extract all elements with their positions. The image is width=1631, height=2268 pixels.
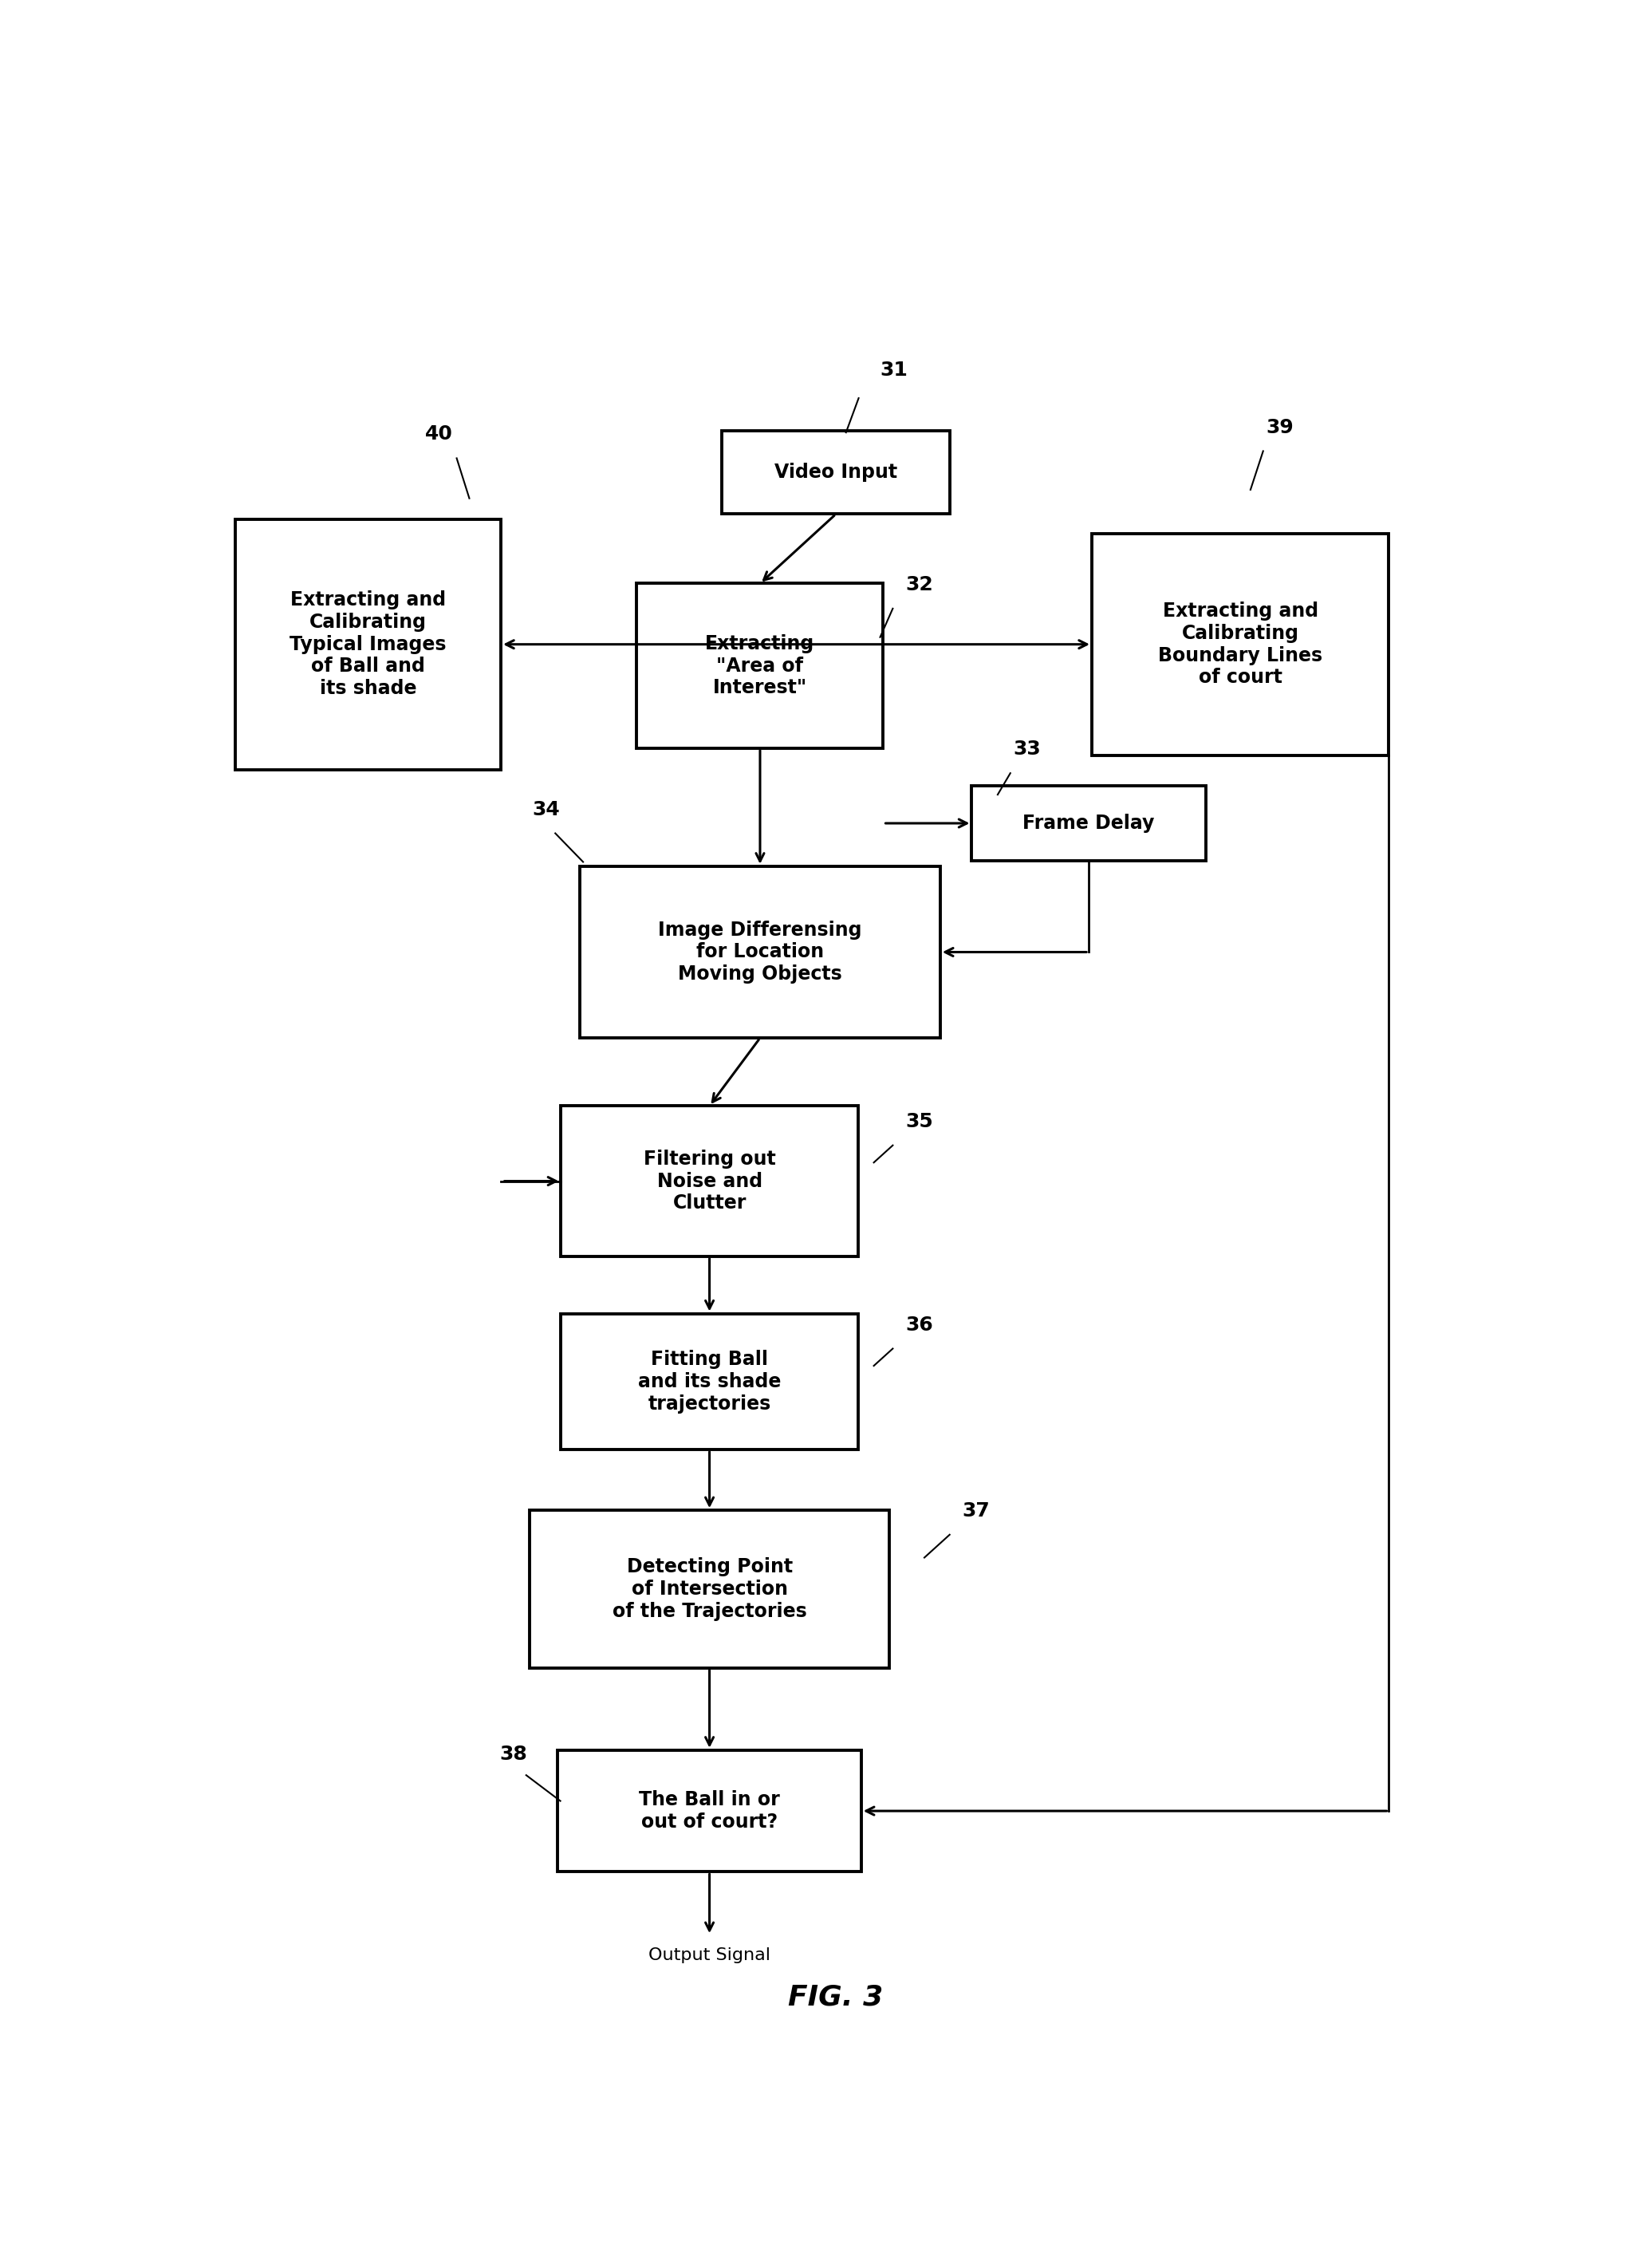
Text: Output Signal: Output Signal [649,1946,770,1962]
Text: FIG. 3: FIG. 3 [788,1984,884,2012]
FancyBboxPatch shape [636,583,884,748]
Text: Extracting and
Calibrating
Typical Images
of Ball and
its shade: Extracting and Calibrating Typical Image… [290,590,447,699]
FancyBboxPatch shape [558,1751,861,1871]
FancyBboxPatch shape [561,1107,858,1256]
FancyBboxPatch shape [723,431,949,515]
Text: 39: 39 [1266,417,1293,438]
FancyBboxPatch shape [581,866,939,1039]
Text: 35: 35 [905,1111,933,1132]
Text: 38: 38 [499,1744,527,1765]
Text: 32: 32 [905,576,933,594]
FancyBboxPatch shape [972,787,1205,860]
Text: Filtering out
Noise and
Clutter: Filtering out Noise and Clutter [643,1150,776,1213]
Text: Fitting Ball
and its shade
trajectories: Fitting Ball and its shade trajectories [638,1349,781,1413]
FancyBboxPatch shape [561,1313,858,1449]
Text: Detecting Point
of Intersection
of the Trajectories: Detecting Point of Intersection of the T… [612,1558,807,1622]
Text: 34: 34 [532,801,559,819]
Text: Image Differensing
for Location
Moving Objects: Image Differensing for Location Moving O… [659,921,861,984]
Text: Frame Delay: Frame Delay [1023,814,1155,832]
Text: 31: 31 [881,361,908,379]
Text: 40: 40 [426,424,453,445]
Text: Extracting and
Calibrating
Boundary Lines
of court: Extracting and Calibrating Boundary Line… [1158,601,1323,687]
FancyBboxPatch shape [530,1510,889,1667]
Text: 33: 33 [1013,739,1041,760]
FancyBboxPatch shape [1091,533,1390,755]
Text: 36: 36 [905,1315,933,1334]
Text: The Ball in or
out of court?: The Ball in or out of court? [639,1789,780,1833]
Text: 37: 37 [962,1501,990,1520]
FancyBboxPatch shape [235,519,501,769]
Text: Video Input: Video Input [775,463,897,483]
Text: Extracting
"Area of
Interest": Extracting "Area of Interest" [705,635,816,699]
